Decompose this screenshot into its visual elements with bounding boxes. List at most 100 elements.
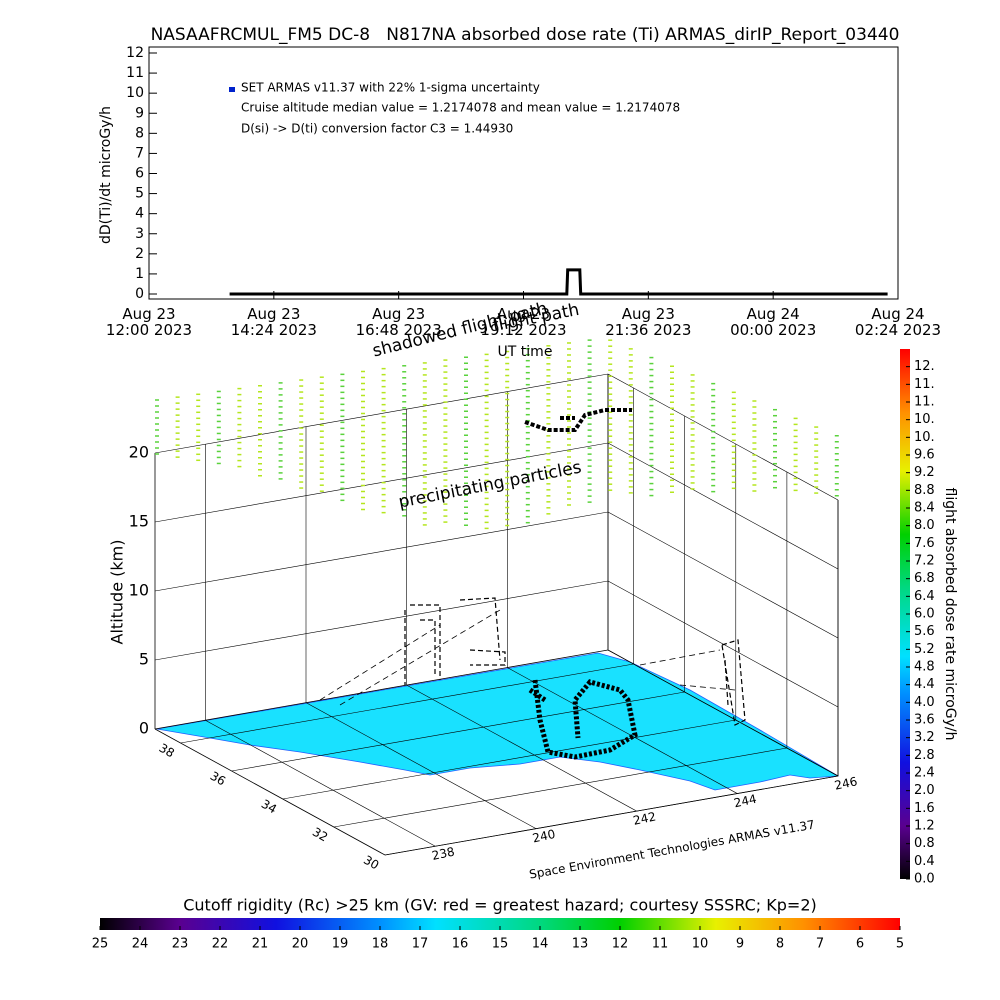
y-tick-label: 36 [208,769,228,789]
colorbar-tick-label: 9.2 [914,465,935,480]
legend-marker [229,87,235,92]
colorbar-tick-label: 6.8 [914,571,935,586]
y-tick-label: 0 [135,286,144,302]
colorbar-title: Cutoff rigidity (Rc) >25 km (GV: red = g… [183,896,817,915]
colorbar-tick-label: 10 [692,937,709,952]
z-tick-label: 20 [129,443,149,462]
colorbar-tick-label: 5 [896,937,904,952]
grid-line [305,702,537,829]
z-tick-label: 0 [139,719,149,738]
colorbar-tick-label: 6 [856,937,864,952]
y-tick-label: 1 [135,266,144,282]
grid-line [607,580,839,708]
colorbar-tick-label: 6.4 [914,589,935,604]
annotation: Cruise altitude median value = 1.2174078… [241,101,680,115]
x-tick-label: Aug 23 12:00 2023 [105,305,193,339]
colorbar-tick-label: 11 [652,937,669,952]
colorbar-tick-label: 19 [332,937,349,952]
axis-edge [154,649,609,730]
z-tick-label: 15 [129,512,149,531]
colorbar-tick-label: 0.0 [914,872,935,887]
colorbar-tick-label: 2.4 [914,766,935,781]
colorbar-tick-label: 15 [492,937,509,952]
shadow-path [404,597,746,726]
colorbar [900,349,910,879]
x-tick-label: Aug 23 21:36 2023 [605,305,692,339]
colorbar-tick-label: 24 [132,937,149,952]
chart-title: NASAAFRCMUL_FM5 DC-8 N817NA absorbed dos… [151,25,900,45]
grid-line [607,511,839,639]
colorbar-tick-label: 5.6 [914,624,935,639]
grid-line [507,667,738,794]
x-tick-label: 246 [833,774,858,792]
axis-edge [154,728,386,856]
colorbar-tick-label: 22 [212,937,229,952]
annotation: precipitating particles [397,457,583,512]
y-tick-label: 3 [135,226,144,242]
colorbar-tick-label: 10. [914,412,935,427]
y-tick-label: 10 [126,85,144,101]
grid-line [154,442,609,523]
x-tick-label: Aug 23 19:12 2023 [480,305,567,339]
colorbar-tick-label: 8 [776,937,784,952]
colorbar-tick-label: 1.6 [914,801,935,816]
z-tick-label: 5 [139,650,149,669]
y-tick-label: 12 [126,45,144,61]
colorbar-tick-label: 14 [532,937,549,952]
grid-line [607,373,839,501]
grid-line [282,719,736,800]
colorbar-tick-label: 12. [914,359,935,374]
3d-plot: 0 5 10 15 20 238 240 242 244 246 30 32 34 36 38 Altitud… [108,299,859,882]
grid-line [205,719,436,847]
colorbar-tick-label: 13 [572,937,589,952]
colorbar-tick-label: 4.8 [914,660,935,675]
y-tick-label: 38 [157,741,177,761]
colorbar-tick-label: 10. [914,430,935,445]
shadow-path [524,408,632,432]
y-tick-label: 8 [135,125,144,141]
colorbar-tick-label: 1.2 [914,819,935,834]
z-tick-label: 10 [129,581,149,600]
y-tick-label: 30 [361,853,381,873]
colorbar-tick-label: 16 [452,937,469,952]
colorbar-tick-label: 11. [914,377,935,392]
grid-line [180,663,634,744]
projection-line [319,609,736,706]
y-tick-label: 6 [135,166,144,182]
y-tick-label: 9 [135,105,144,121]
colorbar-tick-label: 8.0 [914,518,935,533]
grid-line [231,691,685,772]
colorbar-tick-label: 7.2 [914,554,935,569]
colorbar-tick-label: 3.6 [914,713,935,728]
colorbar-tick-label: 4.0 [914,695,935,710]
colorbar-tick-label: 12 [612,937,629,952]
axis-label: Altitude (km) [108,540,127,645]
y-tick-label: 34 [259,797,279,817]
x-tick-label: 240 [531,827,556,845]
y-tick-label: 5 [135,186,144,202]
x-tick-label: Aug 23 16:48 2023 [355,305,442,339]
x-tick-label: 242 [632,809,657,827]
colorbar-tick-label: 7 [816,937,824,952]
grid-line [384,775,839,856]
colorbar-tick-label: 7.6 [914,536,935,551]
colorbar-tick-label: 20 [292,937,309,952]
colorbar-tick-label: 2.8 [914,748,935,763]
flight-path [528,679,638,760]
y-tick-label: 4 [135,206,144,222]
colorbar-tick-label: 23 [172,937,189,952]
grid-line [333,747,787,828]
colorbar-tick-label: 2.0 [914,783,935,798]
colorbar-tick-label: 0.8 [914,836,935,851]
colorbar-tick-label: 8.8 [914,483,935,498]
grid-line [154,511,609,592]
grid-line [154,373,609,454]
y-axis-label: dD(Ti)/dt microGy/h [98,106,114,244]
legend-label: SET ARMAS v11.37 with 22% 1-sigma uncert… [241,81,540,95]
x-tick-label: 238 [431,845,456,863]
colorbar-tick-label: 6.0 [914,607,935,622]
colorbar-tick-label: 3.2 [914,730,935,745]
grid-line [406,684,637,812]
